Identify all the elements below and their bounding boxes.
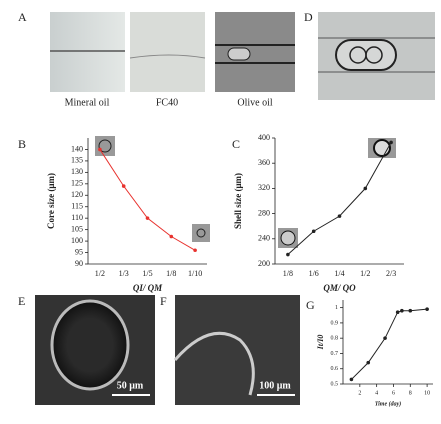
y-tick-label: 200: [258, 259, 270, 268]
x-tick-label: 1/8: [283, 269, 293, 278]
data-point: [349, 377, 354, 382]
inset: [95, 136, 115, 156]
x-tick-label: 1/3: [119, 269, 129, 278]
y-tick-label: 400: [258, 133, 270, 142]
image: [130, 12, 205, 92]
inset: [192, 224, 210, 242]
x-tick-label: 8: [409, 390, 412, 396]
x-tick-label: 4: [375, 390, 378, 396]
caption: Olive oil: [237, 97, 272, 108]
data-point: [395, 310, 400, 315]
y-tick-label: 280: [258, 208, 270, 217]
x-tick-label: 1/2: [360, 269, 370, 278]
x-tick-label: 1/5: [142, 269, 152, 278]
y-tick-label: 140: [71, 144, 83, 153]
x-tick-label: 2/3: [386, 269, 396, 278]
data-point: [286, 252, 290, 257]
data-point: [408, 308, 413, 313]
x-axis-label: QM/ QO: [323, 283, 356, 293]
y-axis-label: Shell size (μm): [233, 173, 243, 229]
panel-label: A: [18, 10, 27, 24]
channel: [318, 37, 435, 73]
data-point: [193, 248, 197, 253]
panel-label: G: [306, 298, 315, 312]
data-point: [425, 307, 429, 311]
y-axis-label: Core size (μm): [46, 173, 56, 229]
y-tick-label: 130: [71, 167, 83, 176]
x-tick-label: 2: [358, 390, 361, 396]
panel-label: C: [232, 137, 240, 151]
data-point: [98, 147, 102, 152]
y-tick-label: 0.9: [331, 320, 339, 326]
y-tick-label: 95: [75, 247, 83, 256]
panel-label: B: [18, 137, 26, 151]
y-tick-label: 120: [71, 190, 83, 199]
caption: FC40: [156, 97, 178, 108]
data-point: [337, 214, 342, 218]
y-tick-label: 135: [71, 156, 83, 165]
y-tick-label: 100: [71, 236, 83, 245]
inset: [98, 139, 112, 153]
y-tick-label: 320: [258, 183, 270, 192]
panel-label: D: [304, 10, 313, 24]
inset: [280, 230, 296, 246]
x-tick-label: 6: [392, 390, 395, 396]
axes: [87, 138, 207, 265]
data-line: [351, 308, 428, 380]
y-tick-label: 0.5: [331, 381, 339, 387]
y-tick-label: 240: [258, 234, 270, 243]
x-tick-label: 1/6: [309, 269, 319, 278]
y-tick-label: 0.6: [331, 366, 339, 372]
data-point: [383, 336, 387, 340]
y-tick-label: 0.8: [331, 336, 339, 342]
inset: [196, 228, 206, 238]
channel: [215, 44, 295, 64]
data-line: [99, 149, 196, 251]
data-point: [400, 308, 404, 313]
data-point: [311, 229, 316, 234]
data-point: [389, 140, 393, 145]
capsule: [173, 331, 255, 396]
core: [365, 46, 383, 64]
x-tick-label: 10: [424, 390, 430, 396]
axes: [342, 300, 433, 385]
y-tick-label: 115: [71, 202, 83, 211]
scale-label: 50 μm: [117, 380, 144, 391]
x-axis-label: Time (day): [375, 400, 402, 407]
sem-image: [175, 295, 300, 405]
data-line: [287, 142, 392, 255]
data-point: [145, 216, 150, 220]
image: [215, 12, 295, 92]
x-tick-label: 1/2: [95, 269, 105, 278]
y-tick-label: 125: [71, 179, 83, 188]
data-point: [169, 234, 174, 239]
x-tick-label: 1/4: [334, 269, 344, 278]
x-tick-label: 1/8: [166, 269, 176, 278]
y-tick-label: 110: [71, 213, 83, 222]
y-tick-label: 360: [258, 158, 270, 167]
y-axis-label: It/I0: [316, 335, 325, 351]
caption: Mineral oil: [65, 97, 110, 108]
scale-label: 100 μm: [259, 380, 291, 391]
image: [50, 12, 125, 92]
y-tick-label: 90: [75, 259, 83, 268]
micrographs: [35, 12, 435, 405]
panel-label: E: [18, 294, 25, 308]
panel-label: F: [160, 294, 167, 308]
y-tick-label: 0.7: [331, 351, 339, 357]
data-point: [121, 184, 126, 188]
x-axis-label: QI/ QM: [133, 283, 163, 293]
data-point: [366, 360, 371, 365]
channel: [129, 54, 206, 59]
y-tick-label: 105: [71, 224, 83, 233]
x-tick-label: 1/10: [188, 269, 202, 278]
y-tick-label: 1: [335, 305, 338, 311]
droplet: [227, 47, 251, 61]
capsule: [50, 299, 130, 391]
data-point: [363, 186, 368, 191]
